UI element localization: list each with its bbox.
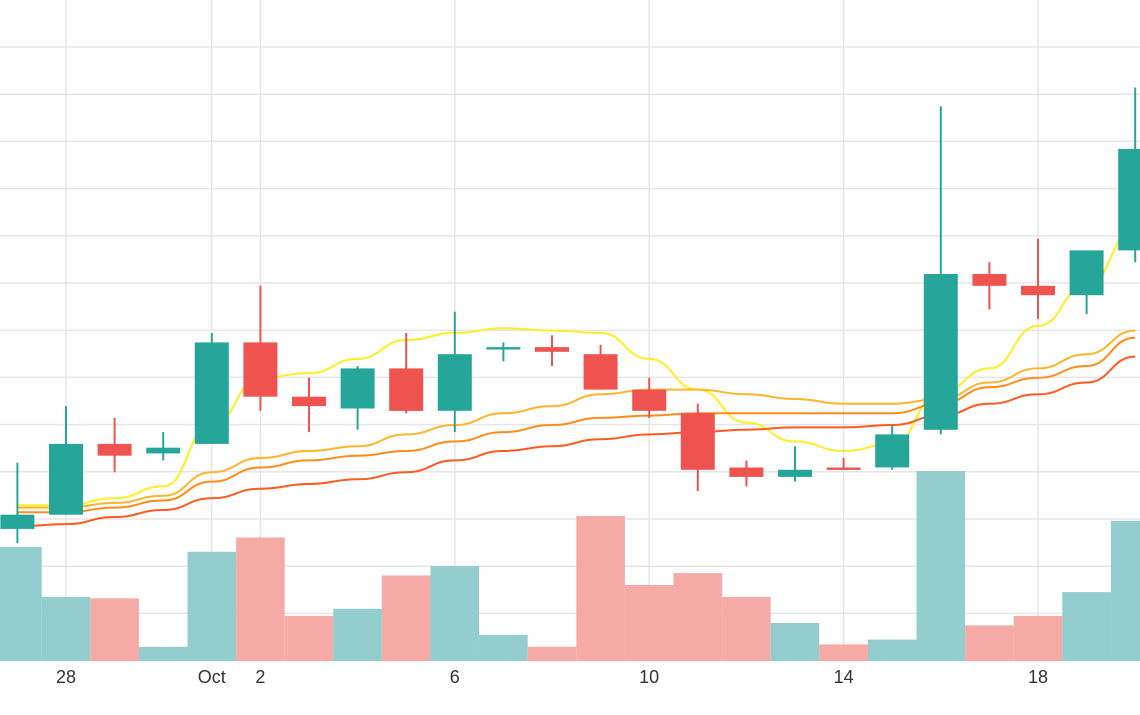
x-tick-label: 2 <box>255 667 265 687</box>
candle <box>243 285 278 411</box>
candle <box>632 377 667 418</box>
candle-body <box>292 396 326 407</box>
candle <box>49 406 83 515</box>
volume-bar <box>1110 520 1140 661</box>
candle-body <box>1118 148 1140 251</box>
volume-bar <box>1013 615 1063 661</box>
volume-bar <box>916 471 966 661</box>
candle-body <box>243 342 278 397</box>
volume-bar <box>867 639 917 661</box>
moving-average-line <box>17 355 1136 528</box>
x-tick-label: 6 <box>450 667 460 687</box>
x-tick-label: 14 <box>834 667 854 687</box>
x-tick-label: 28 <box>56 667 76 687</box>
candle <box>1021 238 1055 319</box>
candle-body <box>583 354 618 390</box>
volume-bar <box>41 596 91 661</box>
candle-body <box>778 469 812 477</box>
volume-bar <box>236 537 285 661</box>
candle <box>923 106 958 435</box>
candle-body <box>729 467 764 477</box>
candle-body <box>1069 250 1104 296</box>
volume-bar <box>381 575 431 661</box>
candle <box>972 262 1007 310</box>
volume-bar <box>673 573 723 661</box>
candle <box>535 335 569 366</box>
candle-body <box>875 434 910 468</box>
volume-bar <box>722 596 771 661</box>
candle <box>389 333 424 414</box>
volume-bar <box>770 623 820 661</box>
candle-body <box>923 274 958 430</box>
candle <box>486 342 521 362</box>
volume-bar <box>138 646 188 662</box>
candle-body <box>972 274 1007 286</box>
volume-bar <box>333 608 382 662</box>
candle <box>778 446 812 482</box>
x-tick-label: Oct <box>198 667 226 687</box>
candle-body <box>632 389 667 411</box>
candle-body <box>680 413 715 470</box>
volume-bar <box>187 551 237 662</box>
volume-bar <box>819 644 868 661</box>
volume-bar <box>430 566 480 661</box>
volume-bar <box>527 646 577 662</box>
volume-bar <box>284 615 334 661</box>
candle <box>437 311 472 433</box>
candle <box>340 366 375 430</box>
candle <box>1118 87 1140 263</box>
volume-bar <box>0 547 42 661</box>
volume-bar <box>1062 592 1111 661</box>
candle-body <box>97 443 132 456</box>
candle <box>1069 250 1104 315</box>
candle <box>826 458 861 470</box>
candle <box>875 425 910 470</box>
volume-bar <box>965 625 1014 661</box>
volume-bar <box>479 634 528 661</box>
candle-body <box>49 443 83 515</box>
candle-body <box>1021 285 1055 296</box>
moving-average-line <box>17 228 1136 507</box>
candle-body <box>437 354 472 411</box>
candle <box>194 333 229 444</box>
volume-bar <box>624 585 674 661</box>
x-tick-label: 18 <box>1028 667 1048 687</box>
candle <box>97 417 132 473</box>
candle-body <box>340 368 375 409</box>
candle <box>583 344 618 390</box>
candle-body <box>146 447 181 454</box>
candle-body <box>535 347 569 352</box>
volume-bar <box>90 598 139 661</box>
candle-body <box>0 514 35 529</box>
volume-bars <box>0 471 1140 662</box>
candles <box>0 87 1140 543</box>
candle-body <box>389 368 424 411</box>
candle <box>292 377 326 433</box>
candle <box>680 403 715 492</box>
candle-body <box>194 342 229 444</box>
volume-bar <box>576 516 625 661</box>
candle <box>729 460 764 487</box>
candle <box>146 432 181 461</box>
x-tick-label: 10 <box>639 667 659 687</box>
candle-body <box>826 467 861 470</box>
x-axis-labels: 28 Oct 2 6 10 14 18 <box>56 667 1048 687</box>
candle <box>0 462 35 543</box>
moving-average-line <box>17 329 1136 509</box>
candle-body <box>486 347 521 350</box>
